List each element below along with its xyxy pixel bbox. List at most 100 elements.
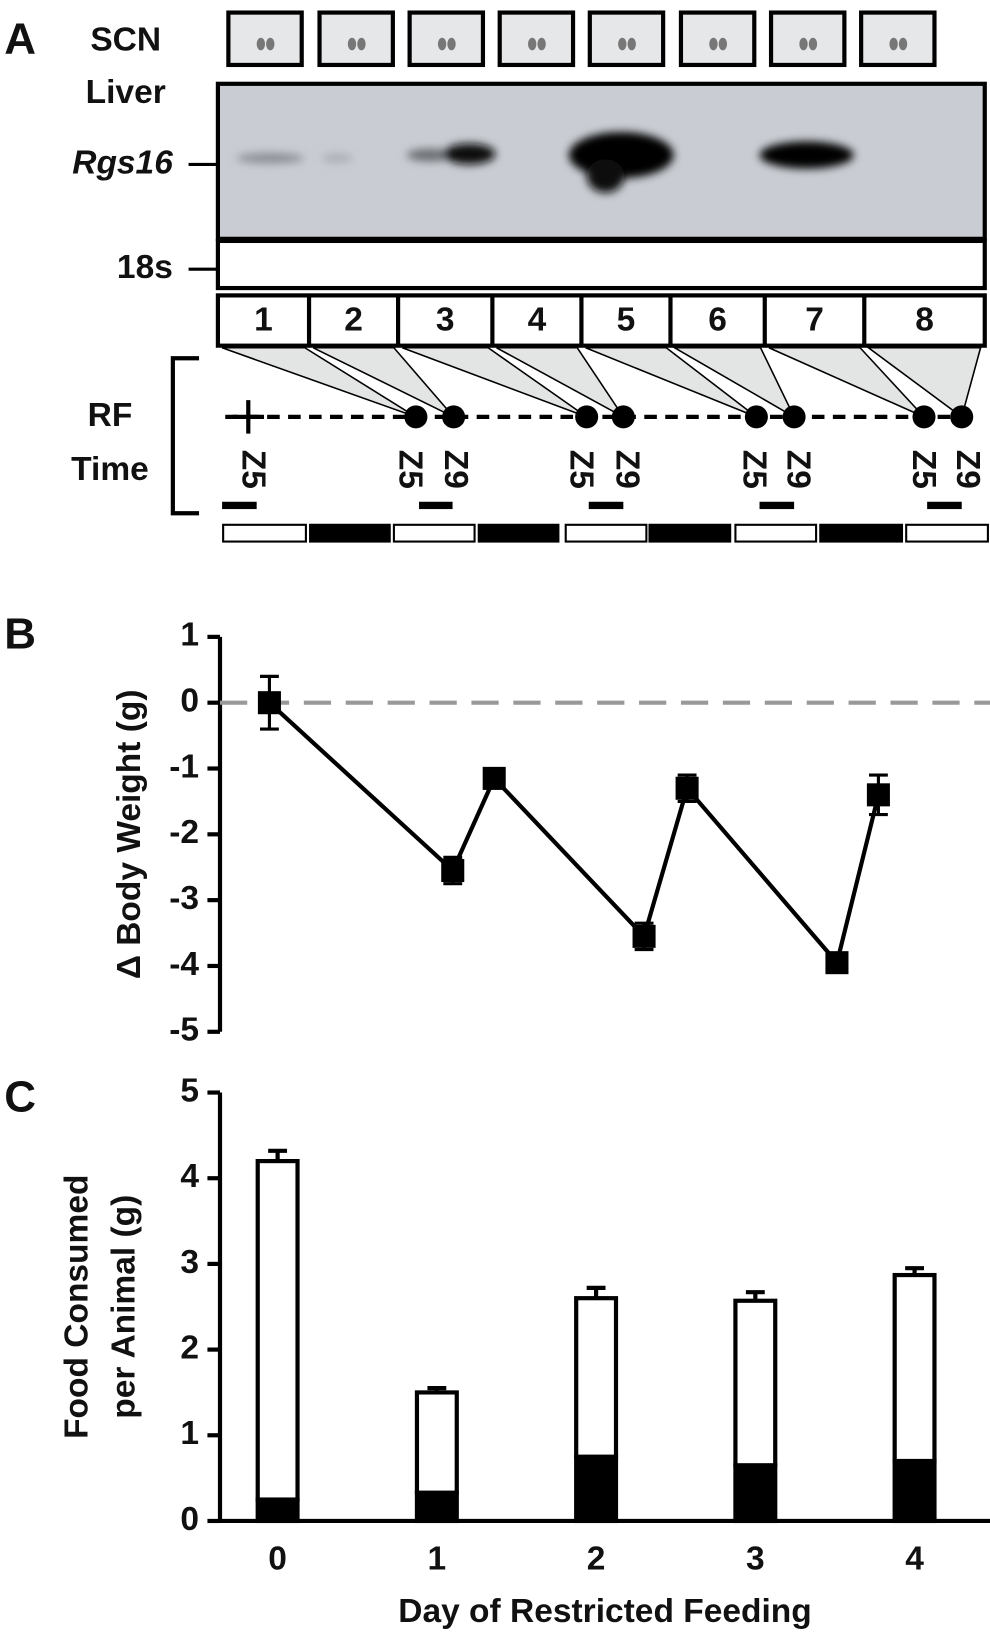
bar-segment xyxy=(255,1497,300,1524)
x-tick-label: 3 xyxy=(746,1541,765,1578)
point xyxy=(482,766,506,790)
bar-segment xyxy=(892,1272,937,1464)
y-tick-label: 0 xyxy=(180,1501,199,1538)
scn-spot xyxy=(437,37,447,51)
x-tick-label: 4 xyxy=(905,1541,924,1578)
point xyxy=(866,783,890,807)
lane-number: 6 xyxy=(708,301,727,338)
lane-link xyxy=(585,346,757,418)
scn-thumb xyxy=(678,10,757,68)
scn-spot xyxy=(808,37,818,51)
point xyxy=(257,691,281,715)
y-tick-label: 4 xyxy=(180,1158,199,1195)
lane-number: 4 xyxy=(528,301,547,338)
row-label: RF xyxy=(88,397,133,434)
bar-segment xyxy=(892,1458,937,1524)
zeitgeber-label: Z5 xyxy=(905,450,942,489)
light-dark-bar xyxy=(477,523,560,543)
scn-spot xyxy=(618,37,627,51)
sample-dot xyxy=(611,405,635,429)
light-dark-bar xyxy=(905,523,989,543)
feeding-bar xyxy=(222,501,257,510)
y-tick-label: -4 xyxy=(169,946,199,983)
control-blot xyxy=(215,238,987,291)
sample-dot xyxy=(782,405,806,429)
error-bar xyxy=(586,1285,606,1299)
panel-label: C xyxy=(4,1072,36,1121)
scn-spot xyxy=(718,37,728,51)
sample-dot xyxy=(442,405,466,429)
bar-segment xyxy=(733,1463,778,1524)
lane-link xyxy=(221,346,417,418)
scn-spot xyxy=(266,37,275,51)
lane-link xyxy=(496,346,624,418)
x-tick-label: 1 xyxy=(428,1541,447,1578)
feeding-bar xyxy=(759,501,795,510)
feeding-bar xyxy=(588,501,624,510)
lane-link xyxy=(768,346,925,418)
y-tick-label: 2 xyxy=(180,1329,199,1366)
sample-dot xyxy=(912,405,936,429)
line xyxy=(268,701,881,968)
scn-thumb xyxy=(226,10,304,68)
lane-number: 2 xyxy=(344,301,363,338)
lane-number: 8 xyxy=(915,301,934,338)
error-bar xyxy=(905,1266,924,1276)
panel-label: A xyxy=(4,15,36,64)
lane-link xyxy=(402,346,588,418)
y-tick-label: 5 xyxy=(180,1072,199,1109)
y-axis-label: Food Consumed xyxy=(58,1175,95,1439)
row-label: SCN xyxy=(90,22,161,59)
point xyxy=(825,951,849,975)
zeitgeber-label: Z9 xyxy=(437,450,474,489)
point xyxy=(441,859,465,883)
bar-segment xyxy=(414,1490,459,1524)
bar-segment xyxy=(733,1298,778,1468)
bands xyxy=(236,131,854,193)
scn-thumb xyxy=(587,10,666,68)
light-dark-bar xyxy=(309,523,391,543)
scn-thumb xyxy=(497,10,576,68)
scn-spot xyxy=(627,37,636,51)
bar-segment xyxy=(574,1296,619,1459)
y-axis-label: per Animal (g) xyxy=(106,1195,143,1419)
scn-spot xyxy=(537,37,546,51)
y-axis-label: Δ Body Weight (g) xyxy=(111,689,148,979)
row-label: 18s xyxy=(117,249,173,286)
start-mark xyxy=(232,400,264,434)
zeitgeber-label: Z9 xyxy=(779,450,816,489)
scn-spot xyxy=(347,37,357,51)
error-bar xyxy=(745,1290,765,1301)
sample-dot xyxy=(950,405,974,429)
gene-label: Rgs16 xyxy=(72,144,173,181)
error-bar xyxy=(427,1386,447,1393)
lane-number: 5 xyxy=(617,301,636,338)
error-bar xyxy=(268,1148,288,1162)
point xyxy=(675,776,699,800)
scn-spot xyxy=(447,37,456,51)
scn-thumb xyxy=(859,10,937,68)
bracket xyxy=(170,356,200,516)
y-tick-label: 0 xyxy=(180,683,199,720)
lane-number: 3 xyxy=(436,301,455,338)
feeding-bar xyxy=(419,501,453,510)
scn-spot xyxy=(528,37,537,51)
row-label: Liver xyxy=(86,74,166,111)
lane-number: 1 xyxy=(254,301,273,338)
lane-link xyxy=(312,346,455,418)
lane-number: 7 xyxy=(805,301,824,338)
x-tick-label: 0 xyxy=(268,1541,287,1578)
scn-spot xyxy=(889,37,898,51)
light-dark-bar xyxy=(734,523,818,543)
scn-spot xyxy=(799,37,808,51)
y-tick-label: 1 xyxy=(180,1415,199,1452)
point xyxy=(632,924,656,948)
bar-segment xyxy=(574,1454,619,1524)
light-dark-bar xyxy=(222,523,307,543)
light-dark-bar xyxy=(392,523,476,543)
scn-spot xyxy=(357,37,366,51)
light-dark-bar xyxy=(564,523,648,543)
y-tick-label: -1 xyxy=(169,748,199,785)
zeitgeber-label: Z5 xyxy=(735,450,772,489)
